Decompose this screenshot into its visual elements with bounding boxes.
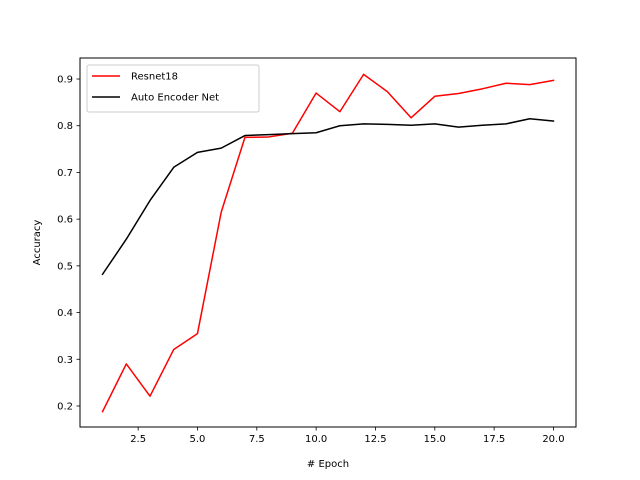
y-axis: 0.2 0.3 0.4 0.5 0.6 0.7 0.8 0.9 [57,75,80,412]
legend-box [86,64,260,113]
legend-label-0: Resnet18 [131,72,178,83]
y-tick-label: 0.4 [57,308,73,319]
plot-lines [101,73,555,413]
y-tick-label: 0.9 [57,75,73,86]
legend-label-1: Auto Encoder Net [131,93,219,104]
series-line-0 [101,73,555,413]
series-line-1 [101,117,555,276]
y-axis-label: Accuracy [32,220,43,266]
y-tick-label: 0.2 [57,401,73,412]
x-tick-label: 15.0 [424,434,446,445]
legend: Resnet18 Auto Encoder Net [86,64,260,113]
x-tick-label: 20.0 [542,434,564,445]
x-axis-label: # Epoch [307,459,349,470]
y-tick-label: 0.3 [57,355,73,366]
x-tick-label: 17.5 [483,434,505,445]
x-tick-label: 2.5 [130,434,146,445]
plot-frame [79,57,577,428]
x-tick-label: 7.5 [249,434,265,445]
y-tick-label: 0.6 [57,215,73,226]
x-tick-label: 5.0 [190,434,206,445]
y-tick-label: 0.7 [57,168,73,179]
x-tick-label: 12.5 [364,434,386,445]
x-axis: 2.5 5.0 7.5 10.0 12.5 15.0 17.5 20.0 [130,427,565,445]
y-tick-label: 0.5 [57,261,73,272]
x-tick-label: 10.0 [305,434,327,445]
y-tick-label: 0.8 [57,121,73,132]
